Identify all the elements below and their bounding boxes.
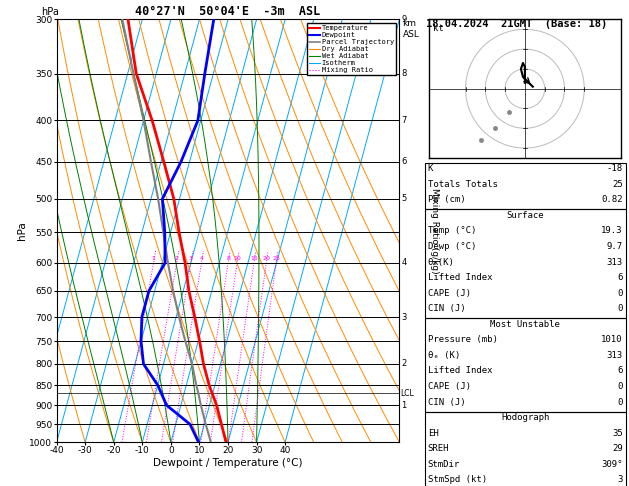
- Text: CIN (J): CIN (J): [428, 398, 465, 407]
- Text: StmSpd (kt): StmSpd (kt): [428, 475, 487, 485]
- Text: 0.82: 0.82: [601, 195, 623, 205]
- Text: 20: 20: [262, 256, 270, 261]
- X-axis label: Dewpoint / Temperature (°C): Dewpoint / Temperature (°C): [153, 458, 303, 468]
- Text: 3: 3: [401, 312, 406, 322]
- Text: PW (cm): PW (cm): [428, 195, 465, 205]
- Text: 25: 25: [612, 180, 623, 189]
- Text: 25: 25: [272, 256, 280, 261]
- Text: SREH: SREH: [428, 444, 449, 453]
- Text: Mixing Ratio (g/kg): Mixing Ratio (g/kg): [430, 188, 438, 274]
- Text: km
ASL: km ASL: [403, 19, 420, 39]
- Text: 1: 1: [152, 256, 155, 261]
- Text: CIN (J): CIN (J): [428, 304, 465, 313]
- Text: 2: 2: [401, 359, 406, 368]
- Text: 2: 2: [175, 256, 179, 261]
- Text: 10: 10: [233, 256, 241, 261]
- Text: 1: 1: [401, 401, 406, 410]
- Text: CAPE (J): CAPE (J): [428, 289, 470, 298]
- Text: Lifted Index: Lifted Index: [428, 366, 493, 376]
- Text: 15: 15: [250, 256, 258, 261]
- Text: 309°: 309°: [601, 460, 623, 469]
- Text: EH: EH: [428, 429, 438, 438]
- Text: hPa: hPa: [41, 7, 58, 17]
- Text: 6: 6: [401, 157, 406, 166]
- Text: Surface: Surface: [506, 211, 544, 220]
- Text: 0: 0: [617, 382, 623, 391]
- Text: 4: 4: [199, 256, 203, 261]
- Text: Temp (°C): Temp (°C): [428, 226, 476, 236]
- Text: 1010: 1010: [601, 335, 623, 345]
- Text: 4: 4: [401, 259, 406, 267]
- Text: Most Unstable: Most Unstable: [490, 320, 560, 329]
- Legend: Temperature, Dewpoint, Parcel Trajectory, Dry Adiabat, Wet Adiabat, Isotherm, Mi: Temperature, Dewpoint, Parcel Trajectory…: [307, 23, 396, 75]
- Text: 9: 9: [401, 15, 406, 24]
- Text: 3: 3: [617, 475, 623, 485]
- Y-axis label: hPa: hPa: [16, 222, 26, 240]
- Text: 19.3: 19.3: [601, 226, 623, 236]
- Text: 3: 3: [189, 256, 193, 261]
- Text: 0: 0: [617, 398, 623, 407]
- Text: 6: 6: [617, 366, 623, 376]
- Text: 35: 35: [612, 429, 623, 438]
- Text: 29: 29: [612, 444, 623, 453]
- Text: 7: 7: [401, 116, 406, 125]
- Text: 0: 0: [617, 304, 623, 313]
- Title: 40°27'N  50°04'E  -3m  ASL: 40°27'N 50°04'E -3m ASL: [135, 5, 321, 18]
- Text: 8: 8: [226, 256, 230, 261]
- Text: 313: 313: [606, 258, 623, 267]
- Text: K: K: [428, 164, 433, 174]
- Text: 313: 313: [606, 351, 623, 360]
- Text: StmDir: StmDir: [428, 460, 460, 469]
- Text: Lifted Index: Lifted Index: [428, 273, 493, 282]
- Text: Totals Totals: Totals Totals: [428, 180, 498, 189]
- Text: 6: 6: [617, 273, 623, 282]
- Text: -18: -18: [606, 164, 623, 174]
- Text: 5: 5: [401, 194, 406, 203]
- Text: LCL: LCL: [400, 389, 413, 398]
- Text: kt: kt: [433, 24, 443, 33]
- Text: Dewp (°C): Dewp (°C): [428, 242, 476, 251]
- Text: θₑ (K): θₑ (K): [428, 351, 460, 360]
- Text: 0: 0: [617, 289, 623, 298]
- Text: 8: 8: [401, 69, 406, 78]
- Text: θₑ(K): θₑ(K): [428, 258, 455, 267]
- Text: Hodograph: Hodograph: [501, 413, 549, 422]
- Text: 18.04.2024  21GMT  (Base: 18): 18.04.2024 21GMT (Base: 18): [426, 19, 607, 30]
- Text: 9.7: 9.7: [606, 242, 623, 251]
- Text: Pressure (mb): Pressure (mb): [428, 335, 498, 345]
- Text: CAPE (J): CAPE (J): [428, 382, 470, 391]
